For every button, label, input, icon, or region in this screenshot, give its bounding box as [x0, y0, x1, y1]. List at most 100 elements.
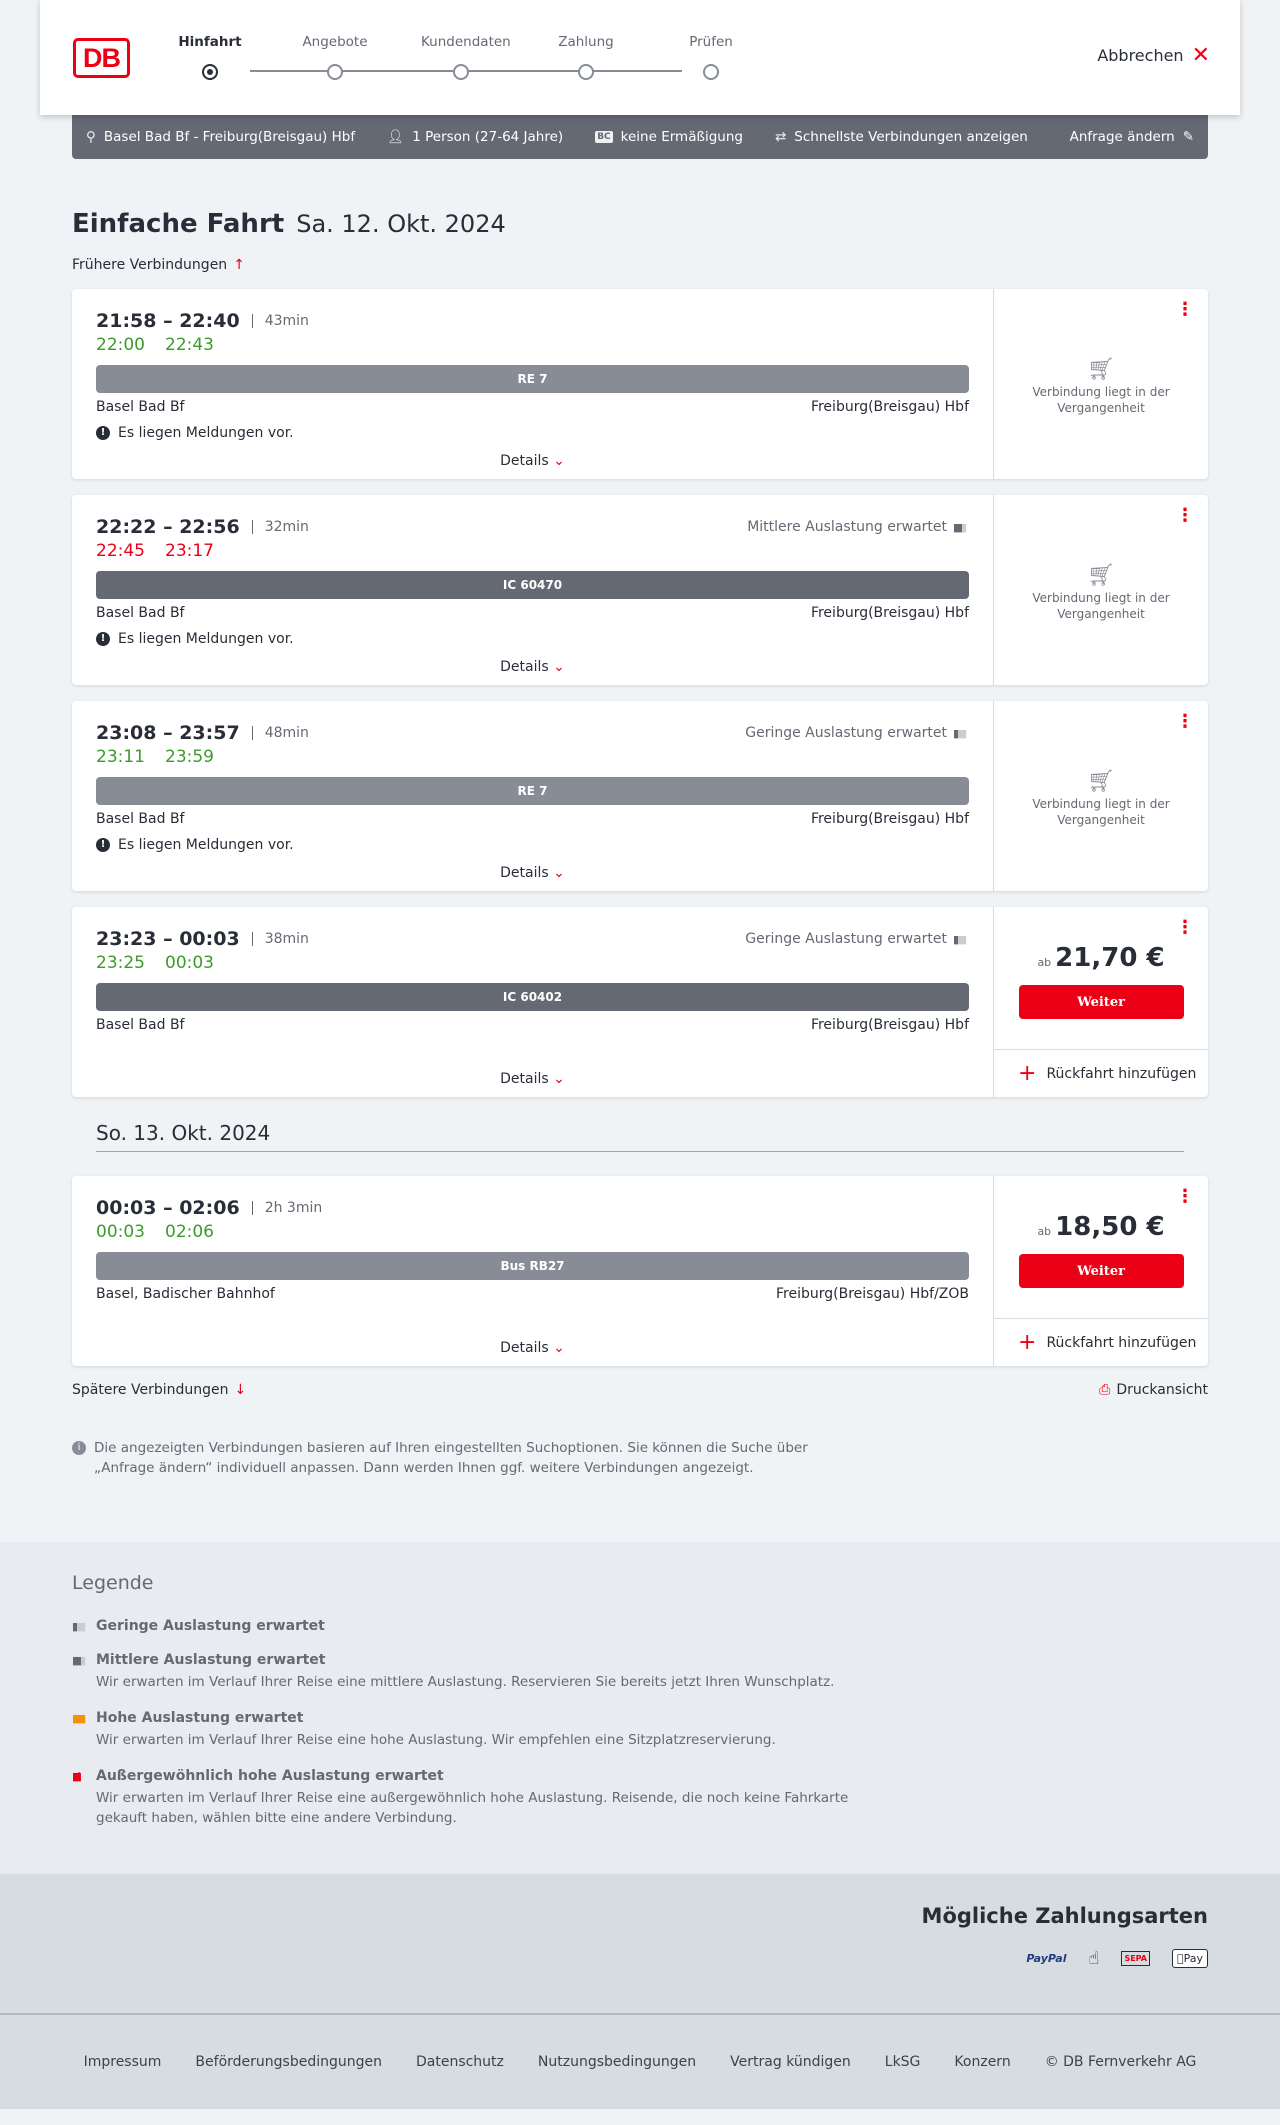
- chevron-down-icon: ⌄: [553, 1071, 565, 1087]
- discount-summary: BC keine Ermäßigung: [595, 129, 743, 145]
- details-toggle[interactable]: Details ⌄: [96, 1340, 969, 1356]
- departure-station: Basel Bad Bf: [96, 811, 185, 827]
- realtime-arrival: 02:06: [165, 1222, 214, 1242]
- footer-link[interactable]: LkSG: [884, 2054, 921, 2070]
- route-text: Basel Bad Bf - Freiburg(Breisgau) Hbf: [103, 129, 356, 145]
- price: ab 21,70 €: [994, 943, 1208, 973]
- legend-item-title: Geringe Auslastung erwartet: [96, 1618, 325, 1634]
- edit-search-button[interactable]: Anfrage ändern ✎: [1070, 129, 1194, 145]
- more-options-icon[interactable]: ⋮: [1176, 505, 1194, 526]
- continue-button[interactable]: Weiter: [1018, 1254, 1184, 1288]
- step-label: Kundendaten: [421, 34, 511, 50]
- train-line-bar[interactable]: RE 7: [96, 365, 969, 393]
- connection-card: 22:22 – 22:56 32min Mittlere Auslastung er…: [72, 495, 1208, 685]
- train-line-bar[interactable]: IC 60402: [96, 983, 969, 1011]
- realtime-departure: 22:00: [96, 335, 145, 355]
- route-summary: ⚲ Basel Bad Bf - Freiburg(Breisgau) Hbf: [86, 129, 355, 145]
- realtime-arrival: 22:43: [165, 335, 214, 355]
- disruption-message: ! Es liegen Meldungen vor.: [96, 835, 969, 855]
- add-return-trip-button[interactable]: + Rückfahrt hinzufügen: [994, 1318, 1208, 1366]
- planned-times: 23:08 – 23:57: [96, 722, 240, 744]
- bahncard-icon: BC: [595, 131, 613, 143]
- departure-station: Basel Bad Bf: [96, 605, 185, 621]
- step-circle: [453, 64, 469, 80]
- print-label: Druckansicht: [1116, 1382, 1208, 1398]
- realtime-times: 00:03 02:06: [96, 1222, 969, 1246]
- occupancy-icon: ▮▮▮: [953, 726, 967, 740]
- details-toggle[interactable]: Details ⌄: [96, 1071, 969, 1087]
- train-line-bar[interactable]: RE 7: [96, 777, 969, 805]
- planned-times: 23:23 – 00:03: [96, 928, 240, 950]
- step-circle: [578, 64, 594, 80]
- continue-button[interactable]: Weiter: [1018, 985, 1184, 1019]
- footer-link[interactable]: Konzern: [954, 2054, 1011, 2070]
- planned-times: 00:03 – 02:06: [96, 1197, 240, 1219]
- info-note: i Die angezeigten Verbindungen basieren a…: [72, 1438, 852, 1478]
- train-line-bar[interactable]: Bus RB27: [96, 1252, 969, 1280]
- legend-item-title: Außergewöhnlich hohe Auslastung erwartet: [96, 1768, 444, 1784]
- return-label: Rückfahrt hinzufügen: [1046, 1334, 1197, 1351]
- close-icon: ✕: [1191, 42, 1210, 68]
- db-logo[interactable]: DB: [73, 38, 130, 78]
- arrival-station: Freiburg(Breisgau) Hbf: [810, 399, 969, 415]
- duration: 2h 3min: [251, 1201, 322, 1215]
- chevron-down-icon: ⌄: [553, 453, 565, 469]
- cart-unavailable-icon: 🛒︎: [1087, 563, 1115, 588]
- details-toggle[interactable]: Details ⌄: [96, 865, 969, 881]
- connection-details: 23:23 – 00:03 38min Geringe Auslastung erw…: [72, 907, 994, 1097]
- planned-times: 21:58 – 22:40: [96, 310, 240, 332]
- step-label: Hinfahrt: [178, 34, 242, 50]
- more-options-icon[interactable]: ⋮: [1176, 711, 1194, 732]
- footer-link[interactable]: Vertrag kündigen: [730, 2054, 851, 2070]
- step-hinfahrt[interactable]: Hinfahrt: [170, 34, 250, 80]
- footer-link[interactable]: Datenschutz: [415, 2054, 504, 2070]
- realtime-times: 22:45 23:17: [96, 541, 969, 565]
- departure-station: Basel, Badischer Bahnhof: [96, 1286, 275, 1302]
- later-connections-link[interactable]: Spätere Verbindungen ↓: [72, 1382, 246, 1398]
- occupancy-text: Mittlere Auslastung erwartet: [747, 519, 947, 535]
- chevron-down-icon: ⌄: [553, 1340, 565, 1356]
- connection-details: 22:22 – 22:56 32min Mittlere Auslastung er…: [72, 495, 994, 685]
- arrow-up-icon: ↑: [233, 257, 245, 273]
- schedule-times: 23:08 – 23:57 48min: [96, 722, 309, 744]
- progress-stepper: Hinfahrt Angebote Kundendaten Zahlung Pr…: [178, 34, 733, 84]
- past-text: Verbindung liegt in der Vergangenheit: [1032, 591, 1170, 621]
- occupancy-text: Geringe Auslastung erwartet: [745, 725, 947, 741]
- legend-item-exceptional: ▮⁄▮ Außergewöhnlich hohe Auslastung erwar…: [72, 1768, 1208, 1828]
- add-return-trip-button[interactable]: + Rückfahrt hinzufügen: [994, 1049, 1208, 1097]
- details-toggle[interactable]: Details ⌄: [96, 659, 969, 675]
- details-toggle[interactable]: Details ⌄: [96, 453, 969, 469]
- more-options-icon[interactable]: ⋮: [1176, 299, 1194, 320]
- later-label: Spätere Verbindungen: [72, 1382, 229, 1398]
- connection-card: 23:23 – 00:03 38min Geringe Auslastung erw…: [72, 907, 1208, 1097]
- details-label: Details: [500, 1071, 549, 1087]
- realtime-arrival: 23:59: [165, 747, 214, 767]
- message-text: Es liegen Meldungen vor.: [118, 425, 294, 441]
- earlier-label: Frühere Verbindungen: [72, 257, 228, 273]
- footer-link[interactable]: Impressum: [83, 2054, 162, 2070]
- step-label: Zahlung: [558, 34, 614, 50]
- disruption-message: ! Es liegen Meldungen vor.: [96, 629, 969, 649]
- search-summary-bar: ⚲ Basel Bad Bf - Freiburg(Breisgau) Hbf 👤…: [72, 115, 1208, 159]
- legend-item-title: Mittlere Auslastung erwartet: [96, 1652, 326, 1668]
- apple-pay-icon: Pay: [1172, 1949, 1208, 1968]
- footer-link[interactable]: Nutzungsbedingungen: [537, 2054, 697, 2070]
- train-line-bar[interactable]: IC 60470: [96, 571, 969, 599]
- cart-unavailable-icon: 🛒︎: [1087, 357, 1115, 382]
- footer-link[interactable]: Beförderungsbedingungen: [195, 2054, 382, 2070]
- past-connection-notice: 🛒︎ Verbindung liegt in der Vergangenheit: [1026, 558, 1176, 622]
- realtime-departure: 22:45: [96, 541, 145, 561]
- print-view-link[interactable]: ⎙ Druckansicht: [1099, 1382, 1208, 1398]
- more-options-icon[interactable]: ⋮: [1176, 917, 1194, 938]
- arrival-station: Freiburg(Breisgau) Hbf: [810, 605, 969, 621]
- occupancy-icon: ▮▮▮: [953, 520, 967, 534]
- connection-details: 21:58 – 22:40 43min 22:00 22:43 RE 7 Basel…: [72, 289, 994, 479]
- arrival-station: Freiburg(Breisgau) Hbf: [810, 1017, 969, 1033]
- sepa-icon: SEPA: [1121, 1951, 1150, 1966]
- earlier-connections-link[interactable]: Frühere Verbindungen ↑: [72, 257, 1208, 273]
- footer-link: © DB Fernverkehr AG: [1044, 2054, 1197, 2070]
- cancel-button[interactable]: Abbrechen ✕: [1097, 42, 1210, 68]
- more-options-icon[interactable]: ⋮: [1176, 1186, 1194, 1207]
- duration: 38min: [251, 932, 309, 946]
- duration: 48min: [251, 726, 309, 740]
